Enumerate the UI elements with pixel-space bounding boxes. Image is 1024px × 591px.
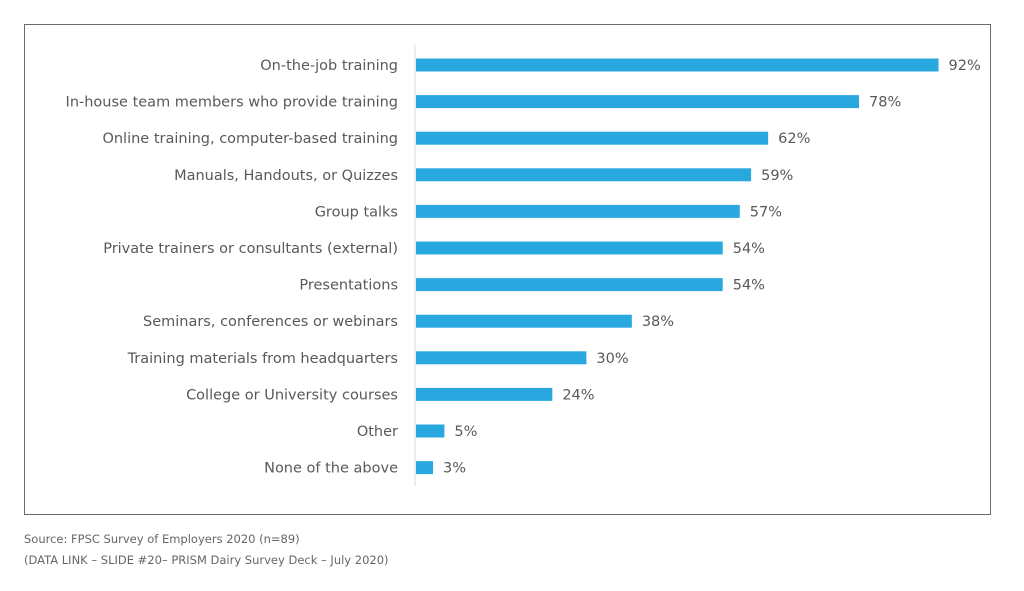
- bar: [416, 461, 434, 475]
- value-label: 38%: [642, 314, 674, 330]
- category-label: Private trainers or consultants (externa…: [103, 241, 398, 257]
- category-label: In-house team members who provide traini…: [66, 95, 398, 111]
- category-label: Online training, computer-based training: [102, 131, 398, 147]
- bar-chart: On-the-job training 92% In-house team memb…: [66, 44, 981, 486]
- source-note: Source: FPSC Survey of Employers 2020 (n…: [24, 532, 300, 546]
- bar: [416, 424, 445, 438]
- category-label: Presentations: [299, 278, 398, 294]
- bars-group: On-the-job training 92% In-house team memb…: [66, 58, 981, 477]
- bar: [416, 351, 587, 365]
- category-label: None of the above: [264, 461, 398, 477]
- value-label: 54%: [733, 278, 765, 294]
- value-label: 62%: [778, 131, 810, 147]
- value-label: 3%: [443, 461, 466, 477]
- bar: [416, 58, 939, 72]
- bar: [416, 314, 632, 328]
- value-label: 5%: [454, 424, 477, 440]
- value-label: 92%: [949, 58, 981, 74]
- bar: [416, 95, 860, 109]
- bar: [416, 241, 723, 255]
- chart-frame: On-the-job training 92% In-house team memb…: [24, 24, 991, 515]
- value-label: 24%: [562, 387, 594, 403]
- category-label: Other: [357, 424, 398, 440]
- value-label: 57%: [750, 204, 782, 220]
- category-label: Group talks: [315, 204, 398, 220]
- category-label: Manuals, Handouts, or Quizzes: [174, 168, 398, 184]
- value-label: 30%: [596, 351, 628, 367]
- bar: [416, 387, 553, 401]
- category-label: On-the-job training: [260, 58, 398, 74]
- value-label: 54%: [733, 241, 765, 257]
- category-label: Seminars, conferences or webinars: [143, 314, 398, 330]
- data-link-note: (DATA LINK – SLIDE #20– PRISM Dairy Surv…: [24, 553, 389, 567]
- bar: [416, 131, 769, 145]
- value-label: 59%: [761, 168, 793, 184]
- bar: [416, 278, 723, 292]
- category-label: Training materials from headquarters: [127, 351, 398, 367]
- bar: [416, 204, 740, 218]
- bar: [416, 168, 752, 182]
- category-label: College or University courses: [186, 387, 398, 403]
- value-label: 78%: [869, 95, 901, 111]
